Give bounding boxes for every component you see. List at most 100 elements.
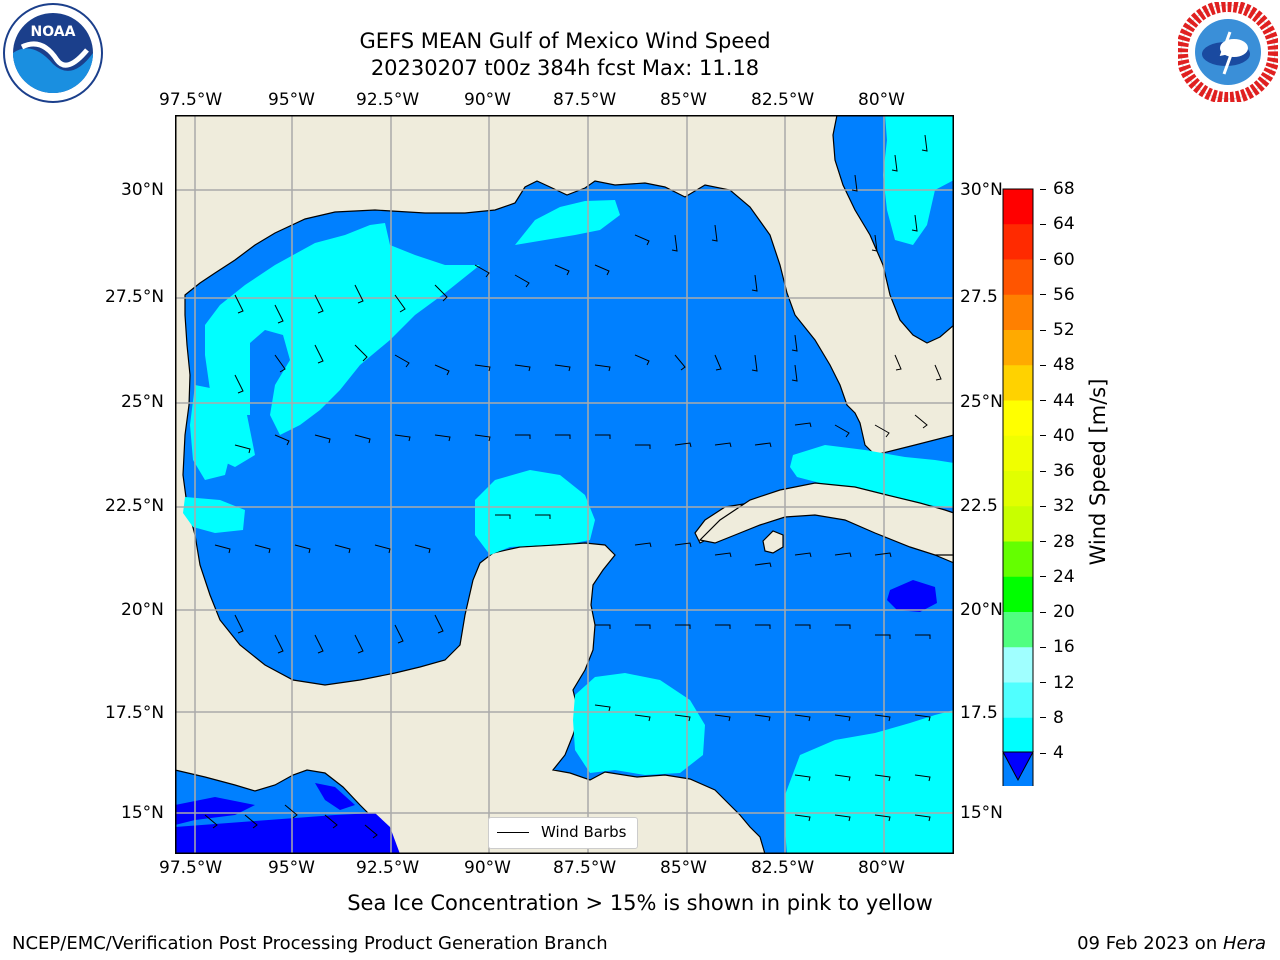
date-prefix: 09 Feb 2023 on bbox=[1077, 933, 1223, 954]
noaa-logo: NOAA bbox=[3, 3, 103, 103]
colorbar-tick bbox=[1040, 646, 1046, 648]
lon-label-bottom: 80°W bbox=[858, 858, 905, 878]
colorbar-tick-label: 56 bbox=[1053, 284, 1075, 305]
caribbean-high-speed-region bbox=[785, 710, 954, 854]
colorbar-outline bbox=[1002, 188, 1034, 786]
lat-label-left: 30°N bbox=[121, 180, 164, 200]
lat-label-left: 17.5°N bbox=[105, 703, 165, 723]
colorbar-label: Wind Speed [m/s] bbox=[1086, 378, 1110, 566]
caribbean-low-speed-region bbox=[887, 580, 937, 612]
yucatan-high-speed-region bbox=[475, 470, 595, 555]
lon-label-top: 82.5°W bbox=[751, 90, 815, 110]
colorbar-segment bbox=[1003, 224, 1033, 260]
lat-label-left: 27.5°N bbox=[105, 287, 165, 307]
lon-label-top: 95°W bbox=[268, 90, 315, 110]
lat-label-right: 22.5 bbox=[960, 496, 998, 516]
lon-label-bottom: 92.5°W bbox=[356, 858, 420, 878]
atlantic-high-speed-region bbox=[883, 115, 954, 245]
pacific-low-speed-region bbox=[175, 813, 400, 854]
colorbar-tick bbox=[1040, 364, 1046, 366]
pacific-low-speed-region bbox=[315, 783, 355, 810]
colorbar-tick-label: 16 bbox=[1053, 637, 1075, 658]
west-gulf-high-speed-region bbox=[205, 223, 480, 467]
lon-label-bottom: 87.5°W bbox=[553, 858, 617, 878]
caribbean-high-speed-region bbox=[573, 673, 705, 775]
lat-label-right: 15°N bbox=[960, 803, 1003, 823]
map-legend: Wind Barbs bbox=[488, 817, 638, 849]
lon-label-bottom: 97.5°W bbox=[159, 858, 223, 878]
colorbar-ticks: 68 64 60 56 52 48 44 40 36 32 28 24 20 16 12 8 4 bbox=[1040, 179, 1100, 766]
colorbar-tick bbox=[1040, 505, 1046, 507]
colorbar-tick-label: 40 bbox=[1053, 425, 1075, 446]
colorbar-segment bbox=[1003, 471, 1033, 507]
machine-name: Hera bbox=[1222, 933, 1266, 954]
credit-text: NCEP/EMC/Verification Post Processing Pr… bbox=[12, 933, 608, 954]
colorbar-segment bbox=[1003, 259, 1033, 296]
isla-juventud-island bbox=[762, 530, 784, 554]
colorbar-segment bbox=[1003, 612, 1033, 648]
cuba-landmass bbox=[698, 482, 954, 556]
lat-label-right: 17.5 bbox=[960, 703, 998, 723]
colorbar-tick bbox=[1040, 611, 1046, 613]
colorbar-segment bbox=[1003, 330, 1033, 366]
colorbar-segment bbox=[1003, 682, 1033, 719]
colorbar-segment bbox=[1003, 435, 1033, 472]
lat-label-left: 15°N bbox=[121, 803, 164, 823]
colorbar-tick bbox=[1040, 294, 1046, 296]
colorbar-tick bbox=[1040, 717, 1046, 719]
colorbar-tick-label: 8 bbox=[1053, 707, 1064, 728]
colorbar-segment bbox=[1003, 189, 1033, 225]
lon-label-top: 87.5°W bbox=[553, 90, 617, 110]
colorbar-segment bbox=[1003, 717, 1033, 754]
wind-speed-map bbox=[175, 115, 954, 854]
west-gulf-high-speed-region bbox=[190, 385, 235, 480]
lat-label-left: 25°N bbox=[121, 392, 164, 412]
noaa-logo-text: NOAA bbox=[31, 24, 76, 40]
colorbar-tick-label: 36 bbox=[1053, 461, 1075, 481]
lon-label-bottom: 82.5°W bbox=[751, 858, 815, 878]
lon-label-top: 92.5°W bbox=[356, 90, 420, 110]
colorbar-segment bbox=[1003, 647, 1033, 683]
sea-ice-note: Sea Ice Concentration > 15% is shown in … bbox=[347, 891, 933, 915]
straits-high-speed-region bbox=[790, 445, 954, 507]
colorbar-tick bbox=[1040, 223, 1046, 225]
colorbar-segment bbox=[1003, 365, 1033, 401]
lon-label-bottom: 90°W bbox=[464, 858, 511, 878]
colorbar-under-arrow bbox=[1002, 751, 1034, 782]
colorbar-tick bbox=[1040, 752, 1046, 754]
lat-label-left: 22.5°N bbox=[105, 496, 165, 516]
west-gulf-high-speed-region bbox=[183, 497, 245, 533]
colorbar-tick-label: 20 bbox=[1053, 602, 1075, 622]
lat-label-right: 25°N bbox=[960, 392, 1003, 412]
colorbar-segment bbox=[1003, 294, 1033, 331]
colorbar-tick bbox=[1040, 329, 1046, 331]
lat-label-left: 20°N bbox=[121, 600, 164, 620]
colorbar-tick bbox=[1040, 576, 1046, 578]
lon-label-top: 80°W bbox=[858, 90, 905, 110]
colorbar-tick-label: 24 bbox=[1053, 566, 1075, 587]
colorbar-segment bbox=[1003, 506, 1033, 542]
graticule bbox=[175, 115, 954, 854]
colorbar-tick bbox=[1040, 259, 1046, 260]
lon-label-bottom: 85°W bbox=[660, 858, 707, 878]
colorbar-tick-label: 48 bbox=[1053, 355, 1075, 376]
colorbar-segment bbox=[1003, 576, 1033, 613]
colorbar-tick-label: 32 bbox=[1053, 496, 1075, 517]
colorbar-tick-label: 52 bbox=[1053, 320, 1075, 340]
lat-label-right: 27.5 bbox=[960, 287, 998, 307]
colorbar-tick bbox=[1040, 470, 1046, 472]
colorbar-tick-label: 4 bbox=[1053, 743, 1064, 763]
nws-logo bbox=[1178, 2, 1278, 102]
chart-title: GEFS MEAN Gulf of Mexico Wind Speed bbox=[359, 29, 771, 53]
lat-label-right: 30°N bbox=[960, 180, 1003, 200]
chart-subtitle: 20230207 t00z 384h fcst Max: 11.18 bbox=[370, 56, 760, 80]
colorbar-tick-label: 12 bbox=[1053, 672, 1075, 693]
colorbar-tick-label: 44 bbox=[1053, 390, 1075, 411]
date-text: 09 Feb 2023 on Hera bbox=[1077, 933, 1266, 954]
wind-barbs bbox=[204, 134, 942, 839]
lon-label-top: 85°W bbox=[660, 90, 707, 110]
colorbar-tick-label: 28 bbox=[1053, 531, 1075, 552]
lat-label-right: 20°N bbox=[960, 600, 1003, 620]
colorbar bbox=[1002, 188, 1034, 786]
colorbar-segment bbox=[1003, 541, 1033, 578]
